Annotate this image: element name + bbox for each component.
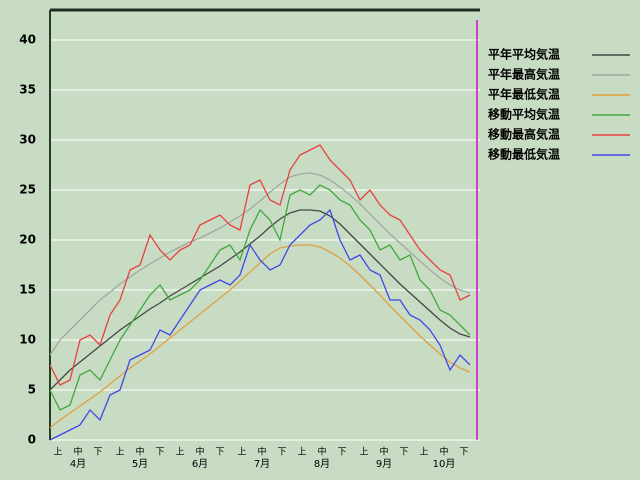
legend-label: 平年最高気温: [488, 67, 560, 82]
x-tick-label: 下: [215, 448, 224, 458]
x-tick-label: 下: [337, 448, 346, 458]
x-tick-label: 下: [459, 448, 468, 458]
legend-label: 移動平均気温: [488, 107, 560, 122]
y-tick-label: 15: [19, 283, 36, 297]
x-tick-label: 上: [419, 447, 428, 458]
series-line: [49, 244, 471, 429]
month-label: 9月: [376, 458, 392, 470]
y-tick-label: 30: [19, 133, 36, 147]
month-label: 10月: [433, 458, 456, 470]
x-tick-label: 上: [237, 447, 246, 458]
x-tick-label: 下: [93, 448, 102, 458]
y-tick-label: 0: [28, 433, 36, 447]
series-line: [49, 184, 471, 411]
month-label: 5月: [132, 458, 148, 470]
series-line: [49, 172, 471, 356]
x-tick-label: 上: [297, 447, 306, 458]
legend-label: 移動最低気温: [488, 147, 560, 162]
month-label: 4月: [70, 458, 86, 470]
x-tick-label: 上: [175, 447, 184, 458]
y-tick-label: 5: [28, 383, 36, 397]
x-tick-label: 中: [439, 446, 448, 458]
x-tick-label: 上: [359, 447, 368, 458]
x-tick-label: 中: [317, 446, 326, 458]
series-line: [49, 144, 471, 386]
x-tick-label: 下: [155, 448, 164, 458]
series-line: [49, 208, 471, 441]
y-tick-label: 35: [19, 83, 36, 97]
x-tick-label: 下: [277, 448, 286, 458]
x-tick-label: 中: [195, 446, 204, 458]
y-tick-label: 25: [19, 183, 36, 197]
x-tick-label: 上: [115, 447, 124, 458]
y-tick-label: 40: [19, 33, 36, 47]
month-label: 6月: [192, 458, 208, 470]
month-label: 7月: [254, 458, 270, 470]
x-tick-label: 上: [53, 447, 62, 458]
x-tick-label: 下: [399, 448, 408, 458]
x-tick-label: 中: [379, 446, 388, 458]
month-label: 8月: [314, 458, 330, 470]
x-tick-label: 中: [135, 446, 144, 458]
y-tick-label: 10: [19, 333, 36, 347]
legend-label: 平年最低気温: [488, 87, 560, 102]
legend-label: 移動最高気温: [488, 127, 560, 142]
legend-label: 平年平均気温: [488, 47, 560, 62]
y-tick-label: 20: [19, 233, 36, 247]
x-tick-label: 中: [73, 446, 82, 458]
x-tick-label: 中: [257, 446, 266, 458]
series-line: [49, 209, 471, 391]
